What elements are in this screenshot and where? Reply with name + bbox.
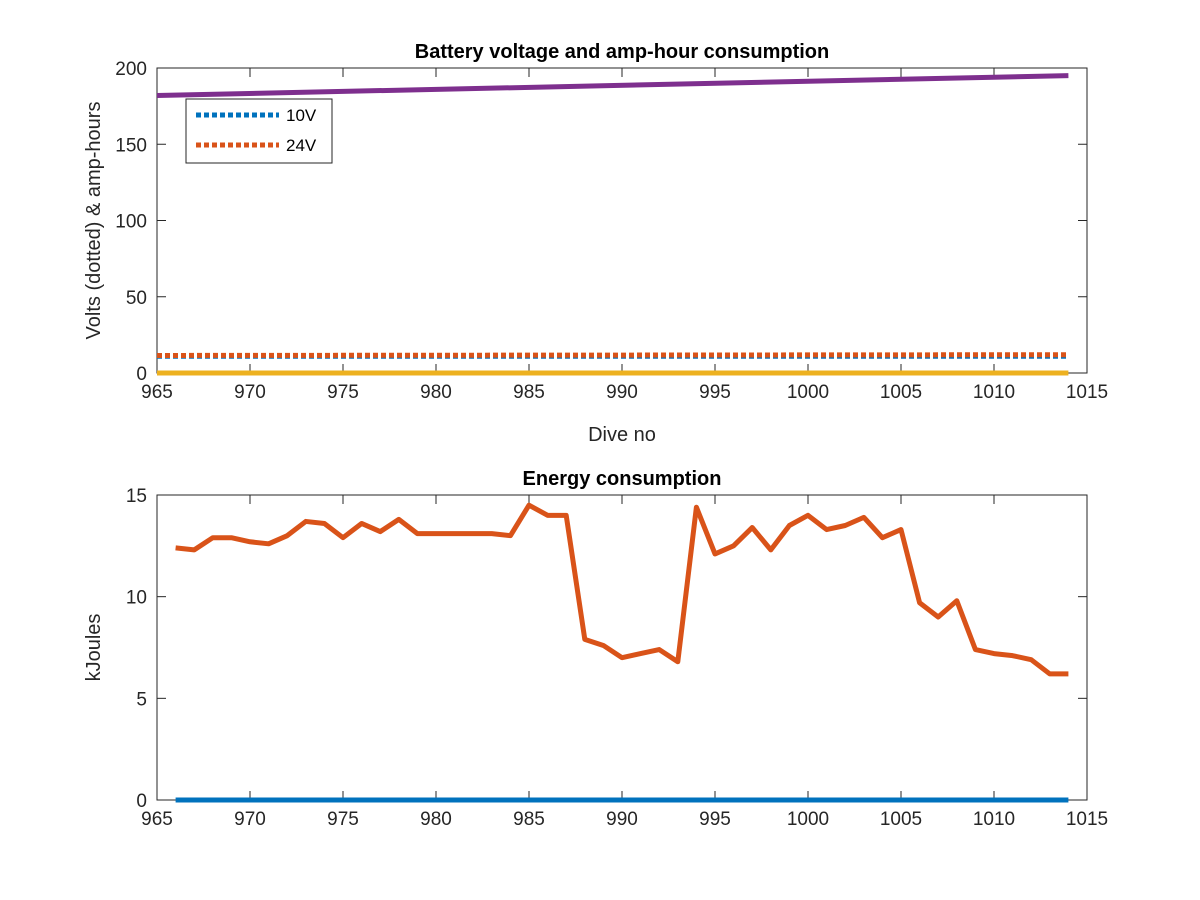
y-tick-label: 10 — [126, 588, 147, 609]
x-tick-label: 1010 — [973, 382, 1015, 403]
x-tick-label: 985 — [513, 382, 545, 403]
x-tick-label: 975 — [327, 809, 359, 830]
x-tick-label: 1000 — [787, 809, 829, 830]
x-tick-label: 1015 — [1066, 809, 1108, 830]
chart-title: Battery voltage and amp-hour consumption — [415, 41, 829, 63]
x-tick-label: 1005 — [880, 382, 922, 403]
x-tick-label: 965 — [141, 809, 173, 830]
y-axis-label: Volts (dotted) & amp-hours — [83, 102, 105, 340]
x-tick-label: 995 — [699, 382, 731, 403]
legend-box — [185, 98, 333, 164]
plot-area — [157, 73, 1069, 376]
plot-area — [175, 502, 1069, 803]
x-tick-label: 975 — [327, 382, 359, 403]
legend: 10V 24V — [185, 98, 333, 164]
x-tick-label: 1005 — [880, 809, 922, 830]
x-tick-label: 1000 — [787, 382, 829, 403]
x-axis-label: Dive no — [588, 424, 656, 446]
x-tick-label: 985 — [513, 809, 545, 830]
x-tick-label: 970 — [234, 382, 266, 403]
y-tick-label: 150 — [115, 135, 147, 156]
y-tick-label: 200 — [115, 59, 147, 80]
x-tick-label: 965 — [141, 382, 173, 403]
energy-consumption-chart: 965 970 975 980 985 990 995 1000 1005 1010 1015051… — [83, 468, 1108, 830]
x-tick-label: 995 — [699, 809, 731, 830]
y-tick-label: 0 — [136, 791, 147, 812]
series-line — [175, 502, 1069, 677]
y-tick-label: 100 — [115, 212, 147, 233]
battery-voltage-chart: 965 970 975 980 985 990 995 1000 1005 1010 1015 0 50… — [83, 41, 1108, 446]
y-tick-label: 5 — [136, 689, 147, 710]
x-tick-label: 980 — [420, 809, 452, 830]
x-tick-label: 990 — [606, 809, 638, 830]
legend-entry-label: 24V — [286, 136, 317, 155]
y-tick-label: 15 — [126, 486, 147, 507]
x-tick-label: 970 — [234, 809, 266, 830]
x-tick-label: 1015 — [1066, 382, 1108, 403]
legend-entry-label: 10V — [286, 106, 317, 125]
series-line — [157, 73, 1069, 98]
chart-title: Energy consumption — [523, 468, 722, 490]
y-tick-label: 50 — [126, 288, 147, 309]
axes-box — [156, 494, 1088, 801]
y-tick-label: 0 — [136, 364, 147, 385]
x-tick-label: 980 — [420, 382, 452, 403]
x-tick-label: 990 — [606, 382, 638, 403]
x-tick-label: 1010 — [973, 809, 1015, 830]
y-axis-label: kJoules — [83, 614, 105, 682]
